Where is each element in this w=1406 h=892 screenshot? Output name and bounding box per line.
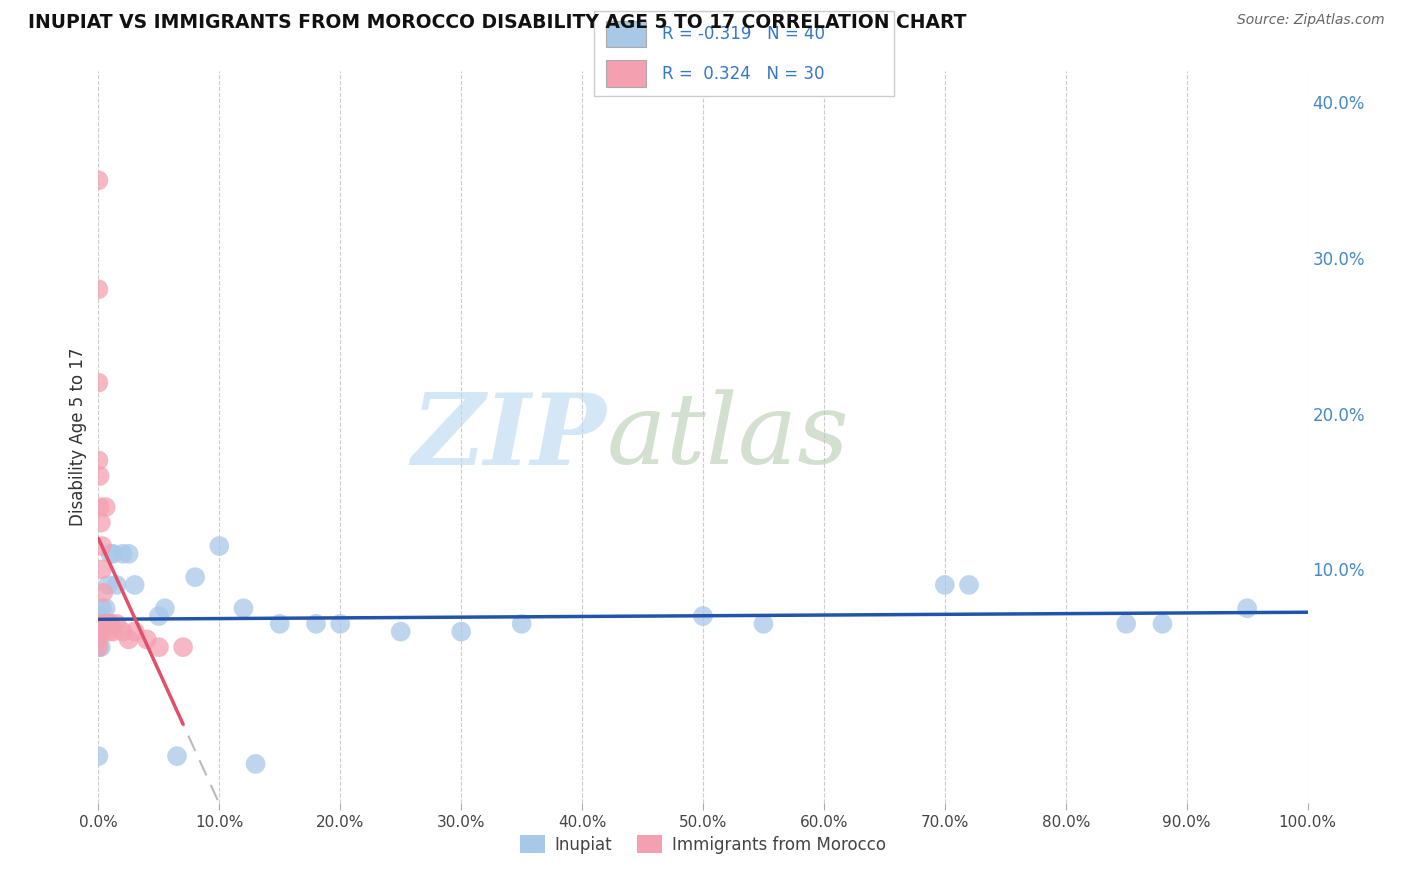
Point — [269, 616, 291, 631]
FancyBboxPatch shape — [593, 11, 894, 96]
Point — [1236, 601, 1258, 615]
Point — [94, 500, 117, 515]
Point — [87, 632, 110, 647]
Point — [90, 640, 112, 655]
Point — [93, 616, 115, 631]
Point — [96, 616, 118, 631]
Point — [91, 585, 114, 599]
Point — [94, 601, 117, 615]
Point — [97, 578, 120, 592]
Point — [184, 570, 207, 584]
Point — [329, 616, 352, 631]
Point — [87, 173, 110, 187]
Point — [166, 749, 188, 764]
Point — [934, 578, 956, 592]
Point — [89, 469, 111, 483]
Point — [87, 609, 110, 624]
Point — [89, 616, 111, 631]
Point — [124, 624, 146, 639]
Point — [752, 616, 775, 631]
Point — [692, 609, 714, 624]
Point — [208, 539, 231, 553]
Point — [111, 547, 134, 561]
Point — [89, 500, 111, 515]
Legend: Inupiat, Immigrants from Morocco: Inupiat, Immigrants from Morocco — [513, 829, 893, 860]
Point — [118, 547, 141, 561]
Point — [94, 616, 117, 631]
Point — [87, 376, 110, 390]
Point — [101, 624, 124, 639]
Text: ZIP: ZIP — [412, 389, 606, 485]
Text: R =  0.324   N = 30: R = 0.324 N = 30 — [662, 65, 824, 83]
Point — [135, 632, 157, 647]
Point — [87, 282, 110, 296]
Point — [90, 516, 112, 530]
Point — [1115, 616, 1137, 631]
Point — [232, 601, 254, 615]
Point — [118, 632, 141, 647]
Point — [91, 539, 114, 553]
Point — [87, 640, 110, 655]
Point — [148, 609, 170, 624]
Point — [97, 616, 120, 631]
Point — [89, 609, 111, 624]
Point — [105, 616, 128, 631]
Point — [96, 616, 118, 631]
Point — [87, 616, 110, 631]
Point — [105, 578, 128, 592]
Point — [100, 616, 122, 631]
Text: R = -0.319   N = 40: R = -0.319 N = 40 — [662, 25, 825, 43]
Point — [98, 616, 121, 631]
Text: INUPIAT VS IMMIGRANTS FROM MOROCCO DISABILITY AGE 5 TO 17 CORRELATION CHART: INUPIAT VS IMMIGRANTS FROM MOROCCO DISAB… — [28, 13, 966, 32]
Point — [510, 616, 533, 631]
Point — [111, 624, 134, 639]
Point — [172, 640, 194, 655]
Point — [245, 756, 267, 771]
Point — [957, 578, 980, 592]
Point — [305, 616, 328, 631]
Point — [153, 601, 176, 615]
Point — [100, 547, 122, 561]
Text: atlas: atlas — [606, 390, 849, 484]
Point — [91, 624, 114, 639]
Point — [87, 749, 110, 764]
FancyBboxPatch shape — [606, 21, 647, 47]
Y-axis label: Disability Age 5 to 17: Disability Age 5 to 17 — [69, 348, 87, 526]
Point — [91, 616, 114, 631]
FancyBboxPatch shape — [606, 60, 647, 87]
Point — [101, 547, 124, 561]
Point — [87, 640, 110, 655]
Point — [93, 616, 115, 631]
Point — [389, 624, 412, 639]
Point — [1152, 616, 1174, 631]
Point — [124, 578, 146, 592]
Point — [97, 624, 120, 639]
Point — [148, 640, 170, 655]
Text: Source: ZipAtlas.com: Source: ZipAtlas.com — [1237, 13, 1385, 28]
Point — [87, 624, 110, 639]
Point — [91, 601, 114, 615]
Point — [91, 562, 114, 576]
Point — [450, 624, 472, 639]
Point — [87, 616, 110, 631]
Point — [87, 453, 110, 467]
